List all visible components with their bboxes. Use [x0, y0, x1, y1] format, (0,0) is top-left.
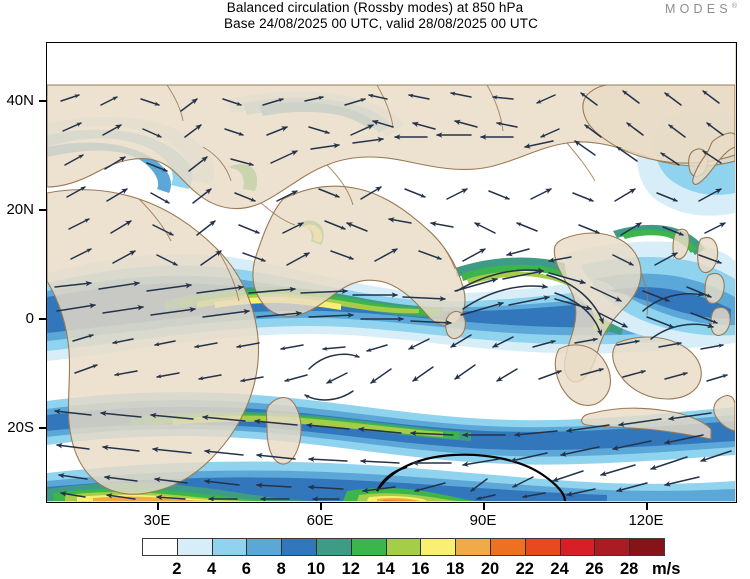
colorbar-swatch — [246, 539, 282, 555]
modes-logo-mark: ® — [731, 2, 737, 10]
colorbar-swatch — [455, 539, 490, 555]
wind-vector-arrows — [54, 90, 732, 501]
ytick-label-20n: 20N — [6, 201, 34, 218]
colorbar-swatch — [420, 539, 456, 555]
colorbar-swatch — [594, 539, 630, 555]
ytick-label-20s: 20S — [7, 419, 34, 436]
ytick-mark-0 — [39, 318, 46, 320]
wind-field-map — [47, 43, 735, 501]
colorbar-tick-label: 28 — [620, 560, 639, 578]
colorbar-units: m/s — [652, 560, 681, 578]
colorbar-swatch — [350, 539, 386, 555]
xtick-label-30e: 30E — [143, 512, 171, 529]
ytick-mark-20s — [39, 427, 46, 429]
map-plot-area — [46, 42, 737, 503]
ytick-label-0: 0 — [25, 310, 34, 327]
colorbar-swatch — [281, 539, 316, 555]
colorbar-swatch — [524, 539, 560, 555]
colorbar-swatch — [489, 539, 525, 555]
colorbar-swatch — [385, 539, 421, 555]
highlight-contour — [376, 453, 567, 501]
colorbar-swatch — [559, 539, 595, 555]
ytick-mark-20n — [39, 209, 46, 211]
ytick-label-40n: 40N — [6, 92, 34, 109]
colorbar-swatch — [315, 539, 351, 555]
xtick-label-120e: 120E — [628, 512, 664, 529]
colorbar — [142, 538, 665, 556]
xtick-label-60e: 60E — [306, 512, 334, 529]
xtick-mark-90e — [483, 503, 485, 510]
colorbar-tick-label: 6 — [241, 560, 251, 578]
xtick-mark-60e — [320, 503, 322, 510]
modes-logo-text: MODES — [664, 2, 732, 16]
colorbar-swatch — [143, 539, 177, 555]
chart-title-block: Balanced circulation (Rossby modes) at 8… — [0, 0, 750, 32]
colorbar-tick-label: 2 — [172, 560, 182, 578]
modes-logo: MODES® — [665, 2, 737, 16]
xtick-label-90e: 90E — [469, 512, 497, 529]
colorbar-swatches — [142, 538, 665, 556]
chart-title: Balanced circulation (Rossby modes) at 8… — [226, 0, 524, 15]
colorbar-tick-label: 8 — [276, 560, 286, 578]
chart-subtitle: Base 24/08/2025 00 UTC, valid 28/08/2025… — [224, 16, 538, 31]
colorbar-swatch — [211, 539, 247, 555]
xtick-mark-120e — [646, 503, 648, 510]
ytick-mark-40n — [39, 100, 46, 102]
xtick-mark-30e — [157, 503, 159, 510]
colorbar-tick-label: 4 — [207, 560, 217, 578]
colorbar-swatch — [176, 539, 212, 555]
colorbar-swatch — [629, 539, 664, 555]
